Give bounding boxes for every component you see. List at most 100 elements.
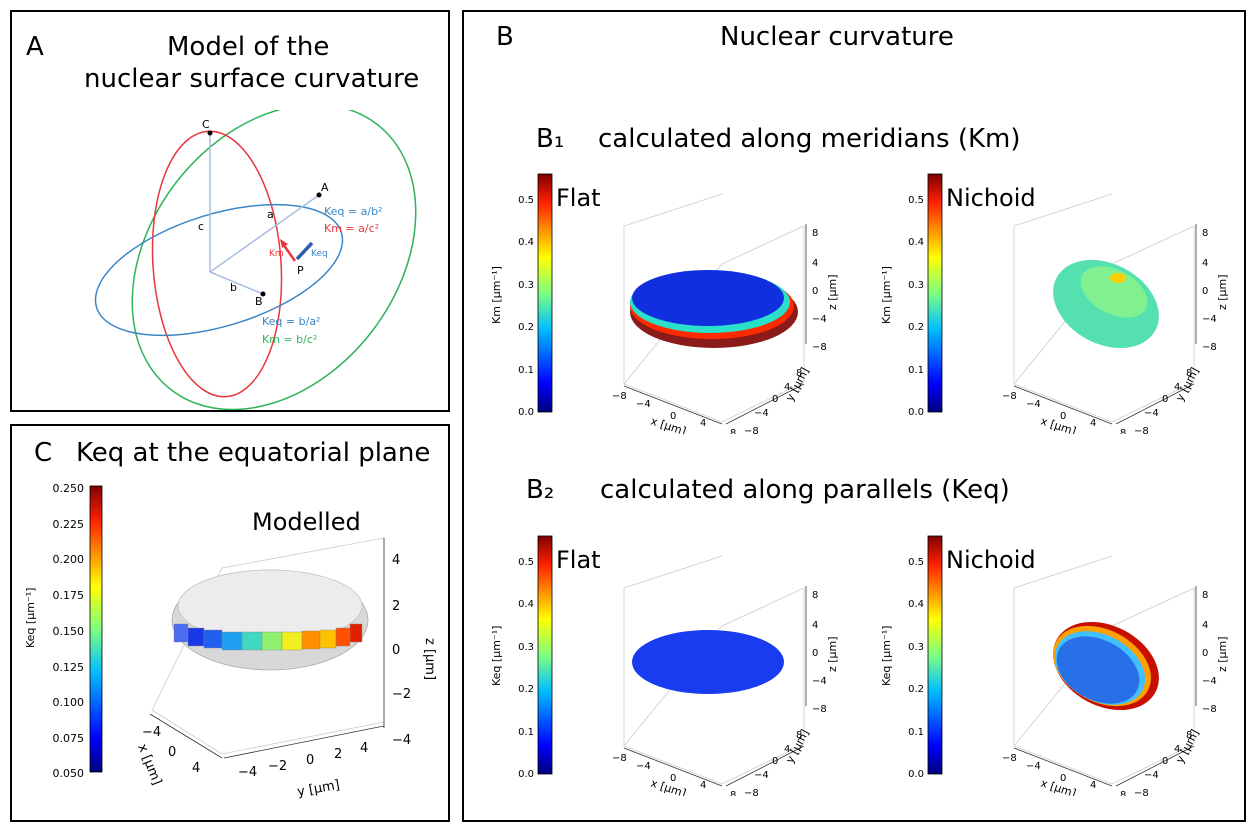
panel-b-letter: B: [496, 22, 514, 52]
y-tick: 4: [1174, 744, 1180, 755]
z-tick: −4: [1202, 676, 1217, 687]
x-tick: 8: [730, 790, 736, 796]
x-tick: −4: [1026, 761, 1041, 772]
z-tick: 0: [392, 643, 400, 658]
y-tick: 4: [784, 382, 790, 393]
cbar-tick: 0.150: [53, 625, 85, 638]
plot-b2-nichoid: Nichoid 0.5 0.4 0.3 0.2 0.1 0.0 Keq [μm⁻…: [880, 535, 1229, 796]
y-tick: −4: [754, 408, 769, 419]
y-tick: −8: [744, 788, 759, 796]
x-tick: −4: [142, 725, 161, 740]
meridian-green-ellipse: [131, 110, 417, 410]
cbar-label: Keq [μm⁻¹]: [880, 626, 893, 686]
y-tick: −4: [1144, 770, 1159, 781]
x-tick: 8: [1120, 428, 1126, 434]
x-tick: −8: [612, 753, 627, 764]
z-tick: 4: [812, 258, 818, 269]
x-tick: 8: [730, 428, 736, 434]
x-tick: −8: [1002, 391, 1017, 402]
flat-nucleus-keq: [632, 630, 784, 694]
x-axis-label: x [μm]: [649, 776, 688, 796]
x-tick: −4: [636, 399, 651, 410]
x-tick: 0: [670, 773, 676, 784]
b1-title: calculated along meridians (Km): [598, 124, 1021, 154]
cbar-tick: 0.2: [518, 322, 534, 333]
panel-a-title-line2: nuclear surface curvature: [84, 64, 420, 94]
cbar-tick: 0.075: [53, 732, 85, 745]
flat-nucleus-top: [632, 270, 784, 326]
cbar-tick: 0.0: [908, 407, 924, 418]
x-tick: 4: [1090, 780, 1096, 791]
x-axis-label: x [μm]: [649, 414, 688, 434]
x-tick: −8: [1002, 753, 1017, 764]
y-tick: 8: [1186, 730, 1192, 741]
y-tick: 0: [772, 394, 778, 405]
panel-a-letter: A: [26, 32, 44, 62]
y-tick: 8: [796, 730, 802, 741]
cbar-tick: 0.5: [908, 557, 924, 568]
z-axis-label: z [μm]: [826, 274, 839, 310]
y-tick: 0: [1162, 756, 1168, 767]
y-tick: 4: [360, 741, 368, 756]
equatorial-band: [173, 623, 363, 651]
nichoid-title: Nichoid: [946, 546, 1036, 574]
cbar-tick: 0.1: [518, 727, 534, 738]
cbar-tick: 0.2: [518, 684, 534, 695]
nichoid-nucleus-keq: [1056, 636, 1140, 704]
z-tick: 8: [1202, 590, 1208, 601]
z-tick: −2: [392, 687, 411, 702]
km-a-formula: Km = a/c²: [324, 222, 379, 235]
y-tick: −4: [1144, 408, 1159, 419]
axis-b-label: b: [230, 281, 237, 294]
y-tick: −8: [1134, 426, 1149, 434]
panel-a-title-line1: Model of the: [167, 32, 330, 62]
z-tick: 4: [392, 553, 400, 568]
z-tick: 0: [812, 286, 818, 297]
flat-title: Flat: [556, 184, 601, 212]
cbar-tick: 0.175: [53, 589, 85, 602]
x-tick: −8: [612, 391, 627, 402]
y-tick: 0: [772, 756, 778, 767]
y-tick: −4: [238, 765, 257, 780]
panel-c-letter: C: [34, 438, 53, 468]
y-tick: −4: [754, 770, 769, 781]
km-b-formula: Km = b/c²: [262, 333, 317, 346]
km-vector-label: Km: [269, 249, 284, 259]
cbar-tick: 0.4: [518, 599, 534, 610]
plot-b1-nichoid: Nichoid 0.5 0.4 0.3 0.2 0.1 0.0 Km [μm⁻¹…: [880, 173, 1229, 434]
y-tick: 8: [1186, 368, 1192, 379]
x-axis-label: x [μm]: [1039, 414, 1078, 434]
plot-b1-flat: Flat 0.5 0.4 0.3 0.2 0.1 0.0 Km [μm⁻¹] 8…: [490, 173, 839, 434]
cbar-label: Keq [μm⁻¹]: [24, 588, 37, 648]
panel-b-title: Nuclear curvature: [720, 22, 954, 52]
panel-b: B Nuclear curvature B₁ calculated along …: [462, 10, 1246, 822]
plot-c-modelled: 0.250 0.225 0.200 0.175 0.150 0.125 0.10…: [24, 482, 437, 800]
z-tick: 0: [1202, 648, 1208, 659]
nichoid-title: Nichoid: [946, 184, 1036, 212]
cbar-tick: 0.5: [518, 557, 534, 568]
cbar-tick: 0.225: [53, 518, 85, 531]
axis-c-label: c: [198, 220, 204, 233]
x-tick: 0: [670, 411, 676, 422]
keq-a-formula: Keq = a/b²: [324, 205, 382, 218]
cbar-tick: 0.4: [908, 237, 924, 248]
ellipsoid-model-diagram: C A B P a b c Keq = a/b² Km = a/c² Keq =…: [94, 110, 417, 410]
z-tick: −4: [1202, 314, 1217, 325]
keq-b-formula: Keq = b/a²: [262, 315, 320, 328]
x-axis-label: x [μm]: [134, 742, 164, 787]
z-tick: 8: [812, 228, 818, 239]
z-tick: 2: [392, 599, 400, 614]
y-tick: −2: [268, 759, 287, 774]
z-axis-label: z [μm]: [826, 636, 839, 672]
x-tick: 4: [1090, 418, 1096, 429]
x-tick: 4: [700, 418, 706, 429]
cbar-label: Km [μm⁻¹]: [490, 266, 503, 324]
panel-a: A Model of the nuclear surface curvature…: [10, 10, 450, 412]
keq-vector-label: Keq: [311, 249, 328, 259]
x-axis-label: x [μm]: [1039, 776, 1078, 796]
z-tick: −8: [812, 704, 827, 715]
z-tick: 4: [812, 620, 818, 631]
flat-title: Flat: [556, 546, 601, 574]
cbar-label: Keq [μm⁻¹]: [490, 626, 503, 686]
z-tick: 0: [812, 648, 818, 659]
